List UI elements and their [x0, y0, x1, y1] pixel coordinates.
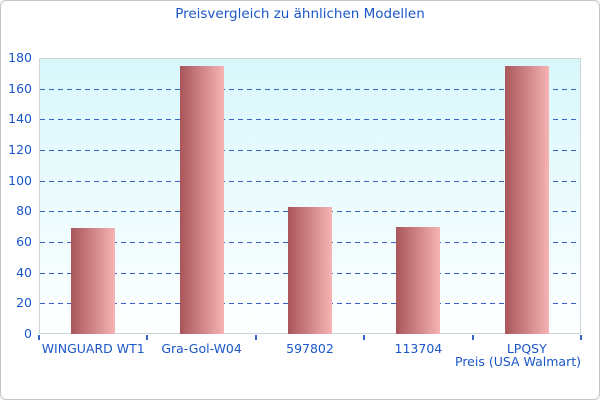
gridline: [40, 180, 580, 182]
x-category-label: Gra-Gol-W04: [161, 341, 242, 356]
bar-gra-gol-w04: [179, 66, 224, 334]
x-tick: [363, 335, 366, 340]
y-tick-label: 140: [8, 111, 32, 127]
y-tick-label: 160: [8, 80, 32, 96]
bar-597802: [288, 206, 332, 334]
x-tick: [471, 335, 474, 340]
y-tick-label: 80: [16, 203, 32, 219]
y-tick-label: 40: [16, 264, 32, 280]
gridline: [40, 88, 580, 90]
x-axis-title: Preis (USA Walmart): [455, 354, 581, 369]
x-tick: [254, 335, 257, 340]
x-category-label: LPQSY: [506, 341, 547, 356]
x-tick: [38, 335, 40, 340]
x-category-label: WINGUARD WT1: [41, 341, 145, 356]
bar-lpqsy: [504, 66, 549, 334]
y-tick-label: 0: [24, 326, 32, 341]
bar-winguard-wt1: [71, 228, 116, 334]
x-category-label: 113704: [394, 341, 443, 356]
x-category-label: 597802: [286, 341, 334, 356]
bar-113704: [396, 226, 441, 334]
gridline: [40, 119, 580, 121]
y-tick-label: 100: [8, 172, 32, 188]
chart-title: Preisvergleich zu ähnlichen Modellen: [175, 6, 425, 22]
gridline: [40, 150, 580, 151]
x-tick: [146, 335, 149, 340]
y-tick-label: 60: [16, 234, 32, 249]
y-tick-label: 180: [8, 50, 32, 65]
y-tick-label: 120: [8, 142, 32, 157]
x-tick: [580, 335, 582, 340]
y-tick-label: 20: [16, 295, 32, 311]
